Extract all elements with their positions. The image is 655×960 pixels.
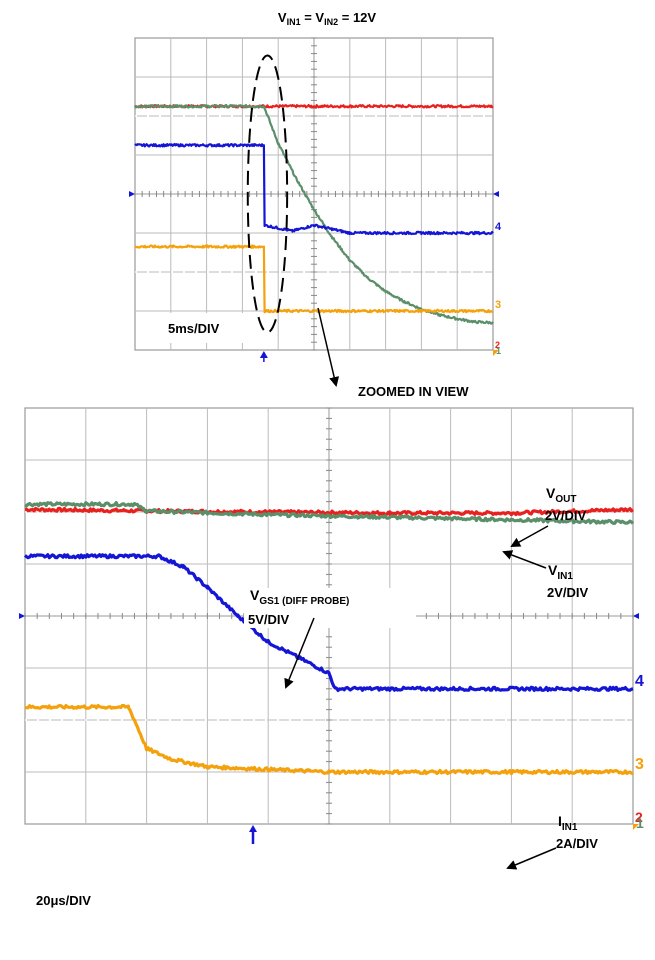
zoom-arrow [317, 307, 340, 387]
bot-trace-vin1 [24, 501, 635, 525]
top-chart-title: VIN1 = VIN2 = 12V [278, 10, 376, 27]
bot-ground-marker [633, 824, 639, 830]
top-ch4-marker: 4 [495, 221, 502, 233]
bot-trigger-right [633, 613, 639, 619]
bottom-timebase-bg [26, 886, 146, 916]
top-trace-vgs [134, 143, 494, 236]
iin1-label: IIN1 [558, 813, 578, 833]
vgs-arrow [284, 617, 315, 689]
top-trigger-arrowhead [259, 351, 268, 358]
zoom-caption: ZOOMED IN VIEW [358, 384, 469, 399]
bot-trigger-arrowhead [249, 825, 257, 832]
bot-ch4-marker: 4 [635, 673, 644, 690]
top-ch3-marker: 3 [495, 299, 501, 311]
top-ch1-marker: 1 [496, 346, 501, 356]
top-trace-iin [134, 244, 494, 314]
top-ground-marker [493, 350, 499, 356]
vout-arrow [510, 525, 549, 547]
vout-scale: 2V/DIV [545, 508, 587, 523]
vgs-label-bg [244, 588, 416, 628]
top-ch2-marker: 2 [495, 340, 500, 350]
vgs-label: VGS1 (DIFF PROBE) [250, 587, 349, 607]
bot-trace-vout [24, 506, 634, 517]
bot-ch1-marker: 1 [636, 815, 644, 831]
iin1-arrow [506, 847, 557, 870]
top-timebase: 5ms/DIV [168, 321, 220, 336]
bot-trigger-left [19, 613, 25, 619]
vin1-scale: 2V/DIV [547, 585, 589, 600]
vin1-label: VIN1 [548, 562, 573, 582]
bottom-timebase: 20μs/DIV [36, 893, 91, 908]
top-trace-vin1 [134, 104, 494, 325]
top-scope-traces: 4 3 21 [134, 104, 502, 362]
iin1-scale: 2A/DIV [556, 836, 598, 851]
top-scope-grid [129, 37, 499, 351]
top-trigger-right [493, 191, 499, 197]
bot-ch2-marker: 2 [635, 809, 643, 825]
bot-trace-iin [24, 703, 634, 776]
bottom-scope-traces: 4 3 21 [23, 501, 644, 844]
top-trigger-left [129, 191, 135, 197]
highlight-ellipse [246, 54, 289, 334]
vgs-scale: 5V/DIV [248, 612, 290, 627]
bot-ch3-marker: 3 [635, 756, 644, 773]
top-timebase-bg [160, 313, 255, 343]
bot-trace-vgs [23, 553, 634, 692]
vout-label: VOUT [546, 485, 576, 505]
vin1-arrow [502, 550, 547, 569]
